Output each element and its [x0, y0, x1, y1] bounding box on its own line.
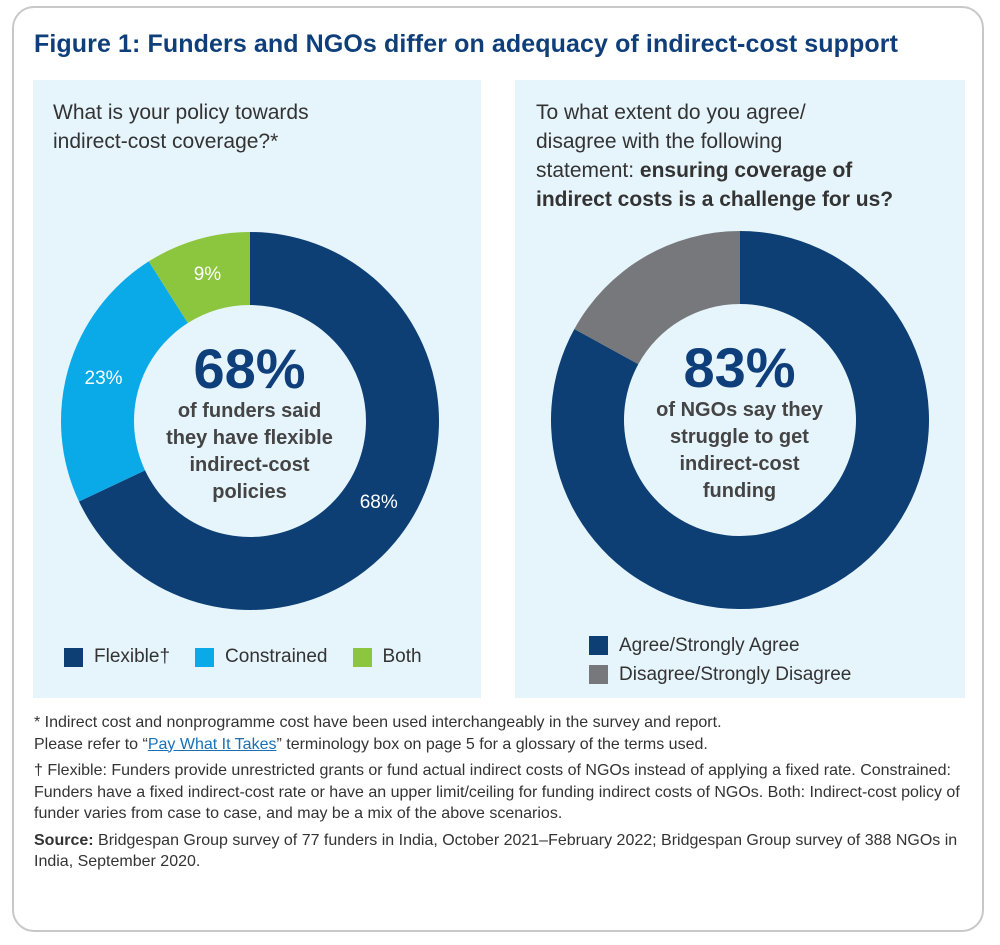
legend-swatch	[589, 665, 608, 684]
funders-center-line: indirect-cost	[189, 454, 310, 476]
ngos-center-label: 83% of NGOs say they struggle to get ind…	[627, 339, 852, 505]
ngos-big-value: 83%	[683, 336, 796, 399]
footnotes: * Indirect cost and nonprogramme cost ha…	[34, 712, 969, 878]
ngos-legend: Agree/Strongly Agree Disagree/Strongly D…	[589, 631, 851, 689]
funders-slice-both	[148, 232, 250, 324]
source-text: Bridgespan Group survey of 77 funders in…	[34, 831, 958, 871]
ngos-question-line: statement: ensuring coverage of	[536, 156, 893, 185]
ngos-center-line: funding	[702, 480, 777, 502]
ngos-question-line: disagree with the following	[536, 130, 783, 153]
pay-what-it-takes-link[interactable]: Pay What It Takes	[147, 735, 277, 753]
legend-label: Both	[382, 646, 422, 667]
funders-center-line: they have flexible	[166, 427, 333, 449]
legend-item-constrained: Constrained	[195, 646, 328, 668]
footnote-dagger: † Flexible: Funders provide unrestricted…	[34, 762, 960, 822]
ngos-question-line: indirect costs is a challenge for us?	[536, 188, 894, 211]
funders-data-label: 9%	[194, 264, 222, 285]
ngos-question-normal: statement:	[536, 159, 640, 182]
funders-question: What is your policy towards indirect-cos…	[53, 98, 309, 156]
funders-slice-flexible	[78, 232, 440, 610]
ngos-center-line: struggle to get	[670, 426, 809, 448]
funders-center-line: policies	[212, 481, 287, 503]
footnote-text: * Indirect cost and nonprogramme cost ha…	[34, 714, 722, 731]
funders-question-line: indirect-cost coverage?*	[53, 130, 279, 153]
legend-label: Agree/Strongly Agree	[619, 635, 800, 656]
footnote-text: ” terminology box on page 5 for a glossa…	[276, 735, 708, 753]
footnote-asterisk: * Indirect cost and nonprogramme cost ha…	[34, 712, 969, 755]
ngos-donut-chart	[551, 231, 929, 609]
funders-data-label: 23%	[85, 368, 123, 389]
legend-swatch	[64, 647, 83, 667]
source-note: Source: Bridgespan Group survey of 77 fu…	[34, 830, 969, 873]
funders-donut-chart: 68% 23% 9%	[61, 232, 440, 610]
funders-center-label: 68% of funders said they have flexible i…	[137, 340, 362, 506]
legend-swatch	[195, 647, 215, 667]
legend-label: Constrained	[225, 646, 328, 667]
legend-label: Disagree/Strongly Disagree	[619, 664, 852, 685]
legend-item-flexible: Flexible†	[64, 646, 170, 668]
legend-label: Flexible†	[94, 646, 171, 667]
ngos-panel: To what extent do you agree/ disagree wi…	[515, 80, 965, 698]
source-label: Source:	[34, 831, 94, 849]
funders-question-line: What is your policy towards	[53, 101, 309, 124]
figure-title: Figure 1: Funders and NGOs differ on ade…	[34, 30, 899, 58]
ngos-question: To what extent do you agree/ disagree wi…	[536, 98, 893, 214]
ngos-center-line: of NGOs say they	[656, 399, 823, 421]
funders-center-line: of funders said	[177, 400, 322, 422]
legend-swatch	[589, 636, 608, 655]
funders-legend: Flexible† Constrained Both	[64, 646, 422, 668]
legend-swatch	[352, 647, 372, 667]
legend-item-agree: Agree/Strongly Agree	[589, 631, 851, 660]
funders-big-value: 68%	[193, 337, 306, 400]
ngos-question-bold: ensuring coverage of	[639, 159, 853, 182]
ngos-slice-disagree-strongly-disagree	[574, 231, 740, 365]
funders-data-label: 68%	[360, 492, 398, 513]
funders-slice-constrained	[61, 261, 188, 502]
ngos-center-line: indirect-cost	[679, 453, 800, 475]
ngos-slice-agree-strongly-agree	[551, 231, 929, 609]
legend-item-disagree: Disagree/Strongly Disagree	[589, 660, 851, 689]
funders-panel: What is your policy towards indirect-cos…	[33, 80, 481, 698]
footnote-text: Please refer to “	[34, 735, 148, 753]
legend-item-both: Both	[352, 646, 422, 668]
ngos-question-line: To what extent do you agree/	[536, 101, 806, 124]
